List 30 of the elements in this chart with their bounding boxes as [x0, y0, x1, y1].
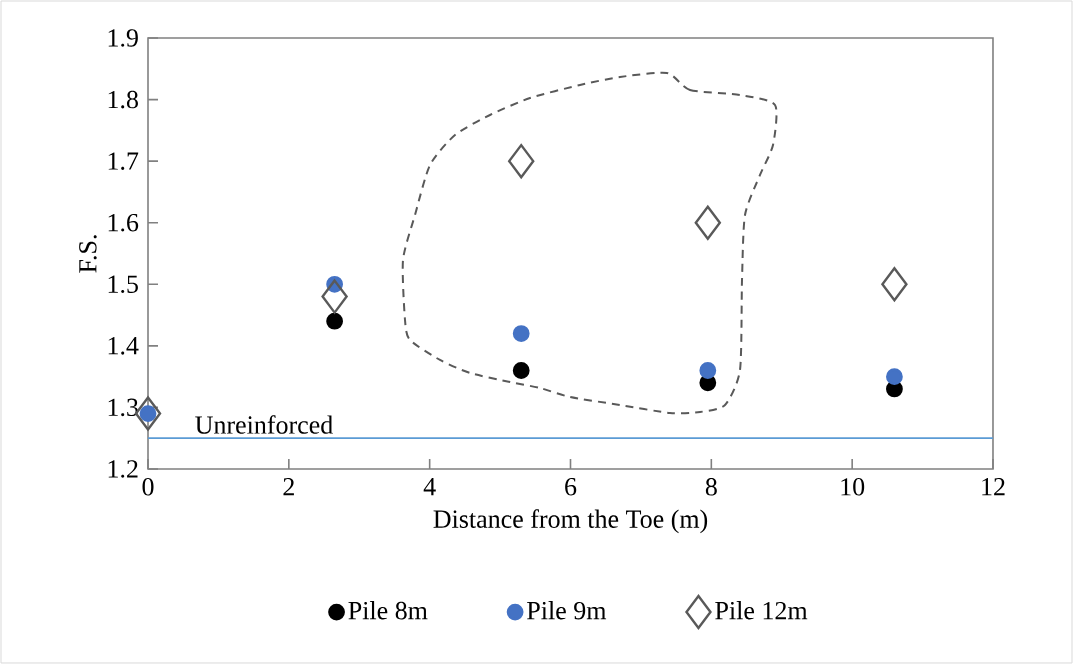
x-tick-label: 2 [283, 478, 294, 496]
y-tick-label: 1.9 [108, 29, 138, 47]
point [694, 205, 722, 240]
x-tick-label: 10 [841, 478, 865, 496]
point [321, 279, 348, 314]
x-tick-label: 12 [982, 478, 1005, 496]
point [881, 267, 908, 302]
x-tick-label: 6 [565, 478, 577, 496]
point [512, 362, 530, 379]
point [508, 143, 535, 179]
y-tick-label: 1.2 [108, 460, 138, 478]
point [699, 362, 717, 379]
y-tick-label: 1.7 [108, 152, 139, 170]
x-tick-label: 0 [142, 478, 154, 496]
x-axis-title: Distance from the Toe (m) [433, 509, 708, 534]
ref-line-label: Unreinforced [195, 415, 333, 434]
legend-label: Pile 8m [348, 601, 428, 620]
y-axis-title: F.S. [79, 235, 97, 273]
y-tick-label: 1.5 [108, 275, 138, 294]
y-tick-label: 1.8 [108, 90, 138, 109]
point [886, 368, 903, 386]
y-tick-label: 1.4 [108, 337, 139, 355]
point [326, 312, 344, 330]
y-tick-label: 1.6 [108, 213, 139, 232]
x-tick-label: 4 [423, 478, 436, 496]
legend-label: Pile 9m [527, 601, 607, 620]
point [512, 325, 530, 342]
x-tick-label: 8 [705, 478, 717, 496]
point [139, 405, 157, 422]
legend-label: Pile 12m [715, 601, 808, 620]
